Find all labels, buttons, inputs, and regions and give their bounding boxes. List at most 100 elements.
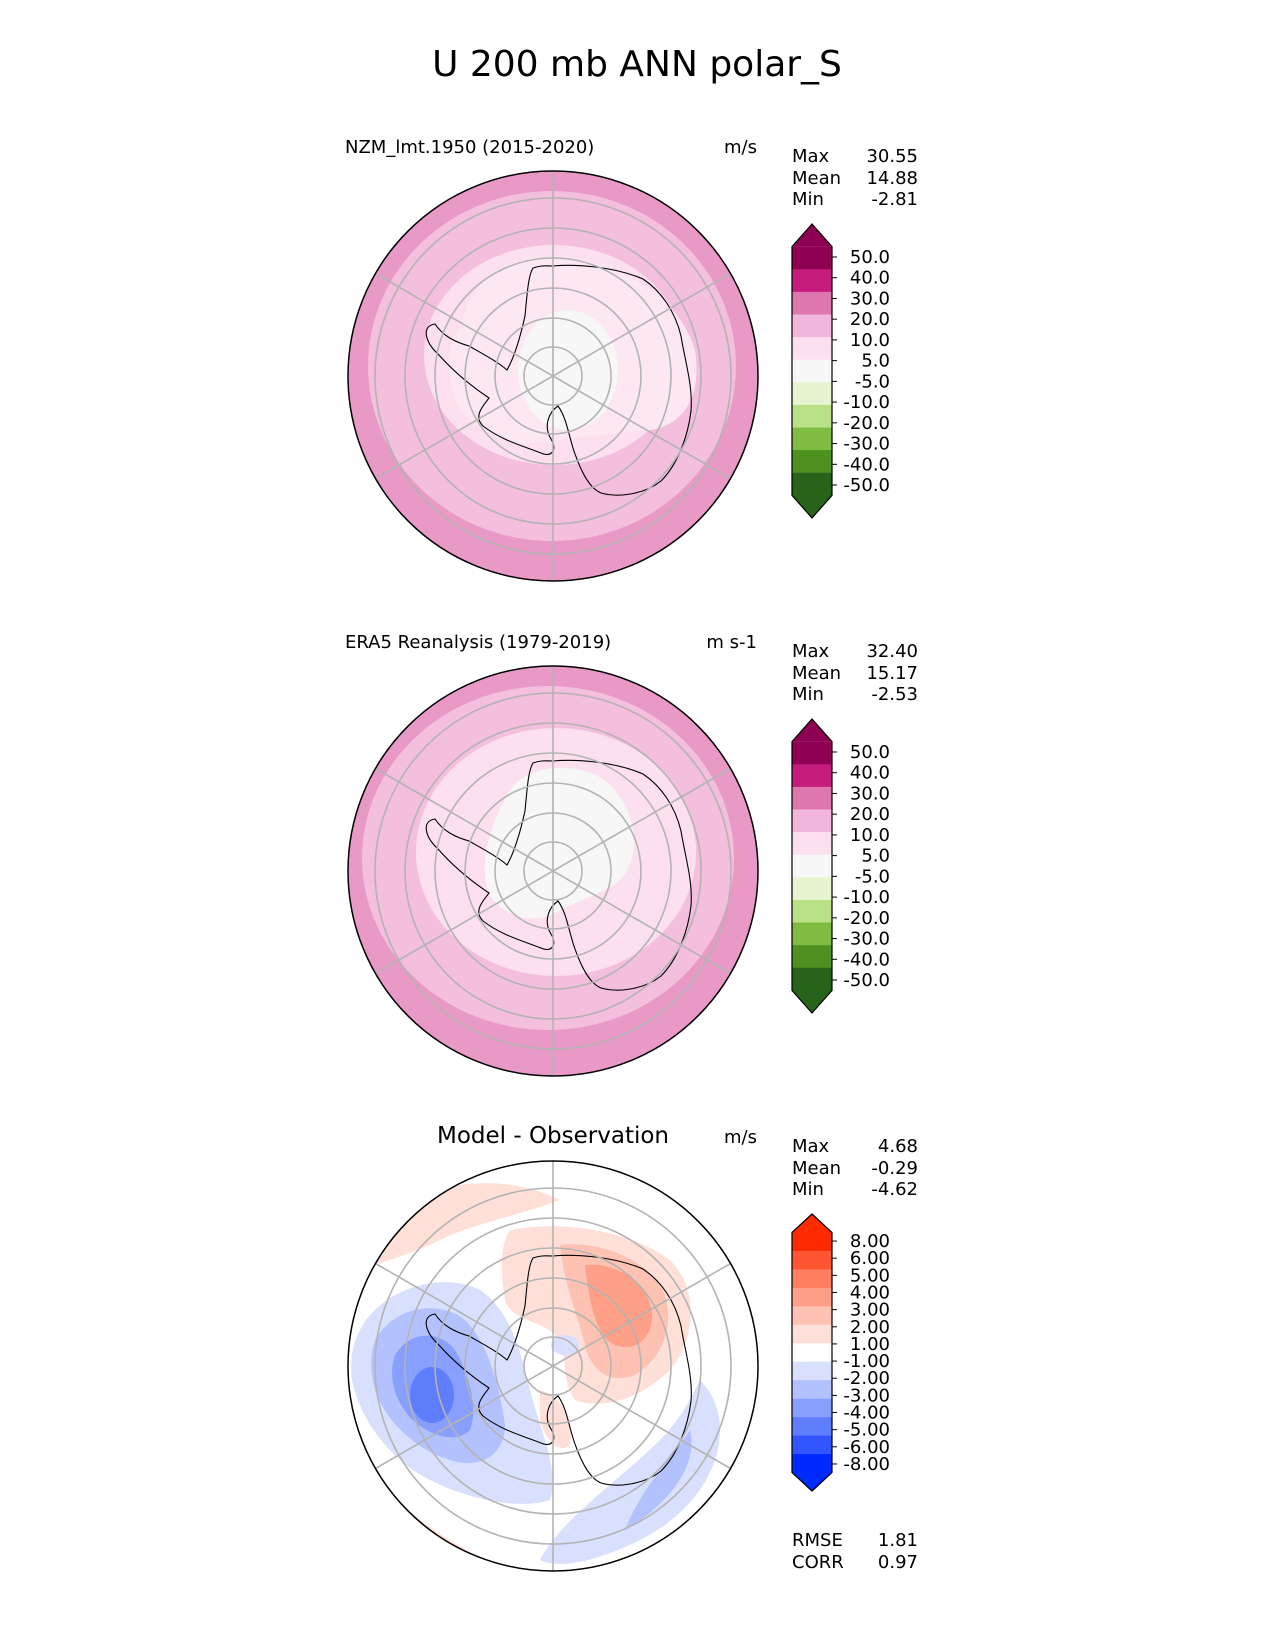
field-pos-interior-core xyxy=(585,1264,652,1347)
colorbar-segment xyxy=(792,1417,832,1437)
colorbar-segment xyxy=(792,1250,832,1270)
colorbar-segment xyxy=(792,877,832,901)
colorbar-tick-label: 10.0 xyxy=(850,825,890,846)
colorbar-tick-label: -1.00 xyxy=(843,1351,890,1372)
stat-label-corr: CORR xyxy=(792,1552,844,1573)
colorbar-segment xyxy=(792,1380,832,1400)
colorbar-extend-upper xyxy=(792,1214,832,1233)
stat-value-mean: 14.88 xyxy=(866,168,918,189)
figure-title: U 200 mb ANN polar_S xyxy=(432,44,842,85)
colorbar-tick-label: 40.0 xyxy=(850,268,890,289)
colorbar-tick-label: -5.00 xyxy=(843,1420,890,1441)
colorbar-segment xyxy=(792,764,832,788)
stats-block: Max 30.55 Mean 14.88 Min -2.81 xyxy=(792,146,918,210)
stat-label-mean: Mean xyxy=(792,168,841,189)
colorbar-tick-label: -50.0 xyxy=(843,475,890,496)
stat-value-min: -2.53 xyxy=(871,684,918,705)
colorbar-tick-label: -3.00 xyxy=(843,1385,890,1406)
colorbar-tick-label: 30.0 xyxy=(850,783,890,804)
colorbar-segment xyxy=(792,1343,832,1363)
colorbar-tick-label: -4.00 xyxy=(843,1403,890,1424)
colorbar-extend-upper xyxy=(792,224,832,247)
colorbar-segment xyxy=(792,269,832,293)
stat-label-min: Min xyxy=(792,189,824,210)
colorbar-tick-label: 5.0 xyxy=(861,846,890,867)
colorbar-tick-label: -40.0 xyxy=(843,454,890,475)
stat-value-max: 4.68 xyxy=(878,1136,918,1157)
stat-label-min: Min xyxy=(792,1179,824,1200)
field-neg-pole xyxy=(551,1335,579,1355)
stat-value-min: -2.81 xyxy=(871,189,918,210)
colorbar-tick-label: -30.0 xyxy=(843,929,890,950)
colorbar-segment xyxy=(792,832,832,856)
colorbar-segment xyxy=(792,1232,832,1252)
colorbar-tick-label: -50.0 xyxy=(843,970,890,991)
colorbar-extend-lower xyxy=(792,990,832,1013)
colorbar-segment xyxy=(792,291,832,315)
colorbar-tick-label: -10.0 xyxy=(843,887,890,908)
colorbar-segment xyxy=(792,1454,832,1474)
extra-stats-block: RMSE 1.81 CORR 0.97 xyxy=(792,1530,918,1573)
colorbar-segment xyxy=(792,967,832,991)
colorbar-segment xyxy=(792,359,832,383)
colorbar-extend-lower xyxy=(792,1472,832,1491)
colorbar-outline xyxy=(791,1213,833,1492)
colorbar-tick-label: -10.0 xyxy=(843,392,890,413)
colorbar-segment xyxy=(792,404,832,429)
colorbar-tick-label: 50.0 xyxy=(850,742,890,763)
stat-value-corr: 0.97 xyxy=(878,1552,918,1573)
stat-value-max: 30.55 xyxy=(866,146,918,167)
units-label: m/s xyxy=(724,137,757,158)
stat-label-max: Max xyxy=(792,1136,830,1157)
obs-panel: ERA5 Reanalysis (1979-2019) m s-1 Max 32… xyxy=(345,632,918,1077)
polar-map xyxy=(348,1161,758,1571)
stat-label-rmse: RMSE xyxy=(792,1530,843,1551)
colorbar-outline xyxy=(791,718,833,1014)
colorbar-tick-label: -20.0 xyxy=(843,413,890,434)
colorbar-tick-label: 4.00 xyxy=(850,1282,890,1303)
colorbar-segment xyxy=(792,1324,832,1344)
field-neg-left-peak xyxy=(410,1367,454,1423)
colorbar-tick-label: 20.0 xyxy=(850,309,890,330)
colorbar-segment xyxy=(792,809,832,833)
panel-title: NZM_lmt.1950 (2015-2020) xyxy=(345,137,594,158)
colorbar-tick-label: 1.00 xyxy=(850,1334,890,1355)
colorbar-tick-label: 40.0 xyxy=(850,763,890,784)
colorbar-tick-label: -40.0 xyxy=(843,949,890,970)
colorbar-segment xyxy=(792,246,832,270)
colorbar-tick-label: -2.00 xyxy=(843,1368,890,1389)
stat-value-min: -4.62 xyxy=(871,1179,918,1200)
colorbar-segment xyxy=(792,1398,832,1418)
colorbar-segment xyxy=(792,427,832,451)
colorbar-segment xyxy=(792,472,832,496)
colorbar: 8.006.005.004.003.002.001.00-1.00-2.00-3… xyxy=(791,1213,890,1492)
colorbar-tick-label: 5.0 xyxy=(861,351,890,372)
stats-block: Max 4.68 Mean -0.29 Min -4.62 xyxy=(792,1136,918,1200)
polar-map xyxy=(348,666,758,1076)
colorbar-segment xyxy=(792,337,832,361)
stat-label-mean: Mean xyxy=(792,663,841,684)
polar-map xyxy=(348,171,758,581)
stat-label-max: Max xyxy=(792,146,830,167)
stat-value-rmse: 1.81 xyxy=(878,1530,918,1551)
colorbar-outline xyxy=(791,223,833,519)
colorbar-extend-lower xyxy=(792,495,832,518)
diff-panel: Model - Observation m/s Max 4.68 Mean -0… xyxy=(347,1123,918,1573)
units-label: m s-1 xyxy=(706,632,757,653)
stat-label-mean: Mean xyxy=(792,1158,841,1179)
colorbar-segment xyxy=(792,1306,832,1326)
colorbar-segment xyxy=(792,786,832,810)
panel-title: Model - Observation xyxy=(437,1123,669,1149)
colorbar-segment xyxy=(792,1361,832,1381)
colorbar-segment xyxy=(792,314,832,338)
colorbar-tick-label: -30.0 xyxy=(843,434,890,455)
panel-title: ERA5 Reanalysis (1979-2019) xyxy=(345,632,611,653)
units-label: m/s xyxy=(724,1127,757,1148)
colorbar-tick-label: 3.00 xyxy=(850,1300,890,1321)
colorbar-segment xyxy=(792,741,832,765)
graticule xyxy=(374,1161,732,1571)
colorbar-segment xyxy=(792,382,832,406)
graticule xyxy=(374,171,732,581)
colorbar: 50.040.030.020.010.05.0-5.0-10.0-20.0-30… xyxy=(791,718,890,1014)
